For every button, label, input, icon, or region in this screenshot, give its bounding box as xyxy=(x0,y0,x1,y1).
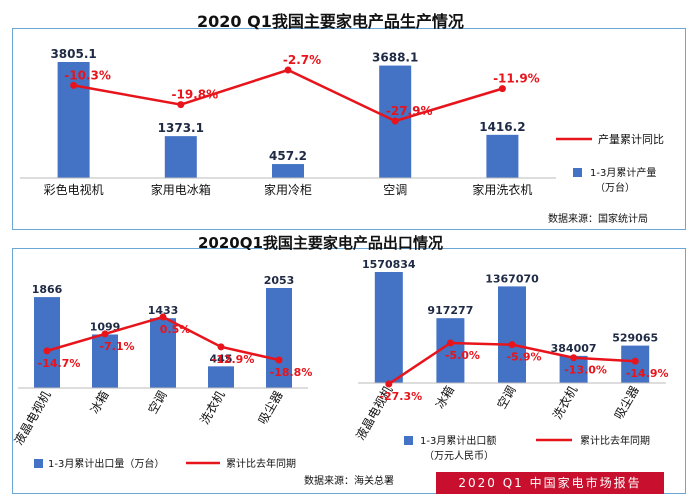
export-volume-bar-4 xyxy=(266,288,292,388)
production-pct-point-3 xyxy=(391,117,399,125)
production-pct-label-1: -19.8% xyxy=(171,88,218,102)
export-value-pct-point-1 xyxy=(446,339,454,347)
export-volume-bar-1 xyxy=(92,334,118,388)
export-volume-category-label-3: 洗衣机 xyxy=(197,388,228,427)
production-legend-bar-swatch xyxy=(573,168,582,177)
production-pct-label-0: -10.3% xyxy=(64,68,111,82)
export-volume-category-label-4: 吸尘器 xyxy=(255,389,285,427)
production-legend-line-label: 产量累计同比 xyxy=(598,132,664,146)
export-volume-bar-3 xyxy=(208,366,234,388)
export-value-category-label-2: 空调 xyxy=(494,384,518,412)
export-volume-bar-value-3: 445 xyxy=(210,352,233,365)
production-pct-point-1 xyxy=(177,101,185,109)
export-value-bar-value-3: 384007 xyxy=(551,342,597,355)
production-pct-point-2 xyxy=(284,66,292,74)
export-value-category-label-3: 洗衣机 xyxy=(549,383,580,422)
export-volume-pct-point-4 xyxy=(275,356,283,364)
export-volume-bar-value-2: 1433 xyxy=(148,304,179,317)
production-bar-value-4: 1416.2 xyxy=(479,120,525,134)
export-value-pct-point-2 xyxy=(508,341,516,349)
export-value-legend-bar-label-1: 1-3月累计出口额 xyxy=(420,434,496,447)
export-volume-category-label-0: 液晶电视机 xyxy=(11,388,54,447)
export-volume-bar-value-0: 1866 xyxy=(32,283,63,296)
production-legend-bar-label-2: （万台） xyxy=(595,181,635,194)
production-source-note: 数据来源：国家统计局 xyxy=(548,214,648,225)
production-bar-1 xyxy=(164,136,197,178)
production-category-label-1: 家用电冰箱 xyxy=(151,182,211,197)
production-category-label-4: 家用洗衣机 xyxy=(472,182,532,197)
export-value-legend-bar-label-2: （万元人民币） xyxy=(424,450,494,462)
export-volume-bar-0 xyxy=(34,297,60,388)
export-value-pct-label-3: -13.0% xyxy=(564,364,607,377)
export-value-bar-0 xyxy=(374,272,403,383)
export-value-legend-line-label: 累计比去年同期 xyxy=(580,434,650,447)
export-volume-pct-point-2 xyxy=(159,313,167,321)
export-volume-pct-label-1: -7.1% xyxy=(99,340,134,353)
export-value-legend-bar-swatch xyxy=(404,436,413,445)
export-value-bar-value-1: 917277 xyxy=(427,304,473,317)
production-pct-label-4: -11.9% xyxy=(493,72,540,86)
export-volume-bar-value-4: 2053 xyxy=(264,274,295,287)
production-category-label-3: 空调 xyxy=(383,183,407,197)
production-pct-label-3: -27.9% xyxy=(386,104,433,118)
export-volume-legend-bar-swatch xyxy=(34,459,43,468)
production-pct-line xyxy=(73,68,503,123)
production-legend-bar-label-1: 1-3月累计产量 xyxy=(590,166,656,179)
export-volume-pct-point-1 xyxy=(101,330,109,338)
production-chart-title: 2020 Q1我国主要家电产品生产情况 xyxy=(197,12,464,31)
production-pct-label-2: -2.7% xyxy=(283,53,321,67)
export-volume-category-label-1: 冰箱 xyxy=(87,388,112,416)
export-volume-bar-2 xyxy=(150,318,176,388)
export-value-bar-value-2: 1367070 xyxy=(485,272,539,285)
export-volume-pct-label-0: -14.7% xyxy=(38,357,81,370)
export-volume-legend-bar-label: 1-3月累计出口量（万台） xyxy=(48,457,164,470)
production-bar-4 xyxy=(486,134,519,178)
export-value-bar-2 xyxy=(498,286,526,383)
production-pct-point-0 xyxy=(70,81,78,89)
production-bar-0 xyxy=(57,62,90,178)
production-category-label-2: 家用冷柜 xyxy=(264,182,312,197)
export-volume-legend-line-label: 累计比去年同期 xyxy=(226,457,296,470)
export-value-pct-label-0: -27.3% xyxy=(379,390,422,403)
export-volume-pct-label-4: -18.8% xyxy=(270,366,313,379)
export-value-pct-point-0 xyxy=(385,380,393,388)
export-volume-pct-label-2: 0.5% xyxy=(160,323,191,336)
export-chart-title: 2020Q1我国主要家电产品出口情况 xyxy=(198,234,443,252)
production-bar-value-2: 457.2 xyxy=(269,149,307,163)
production-bar-value-3: 3688.1 xyxy=(372,51,418,65)
export-source-note: 数据来源：海关总署 xyxy=(304,476,394,487)
production-bar-value-0: 3805.1 xyxy=(50,47,96,61)
export-volume-pct-point-3 xyxy=(217,343,225,351)
export-chart-panel xyxy=(12,248,686,494)
production-pct-point-4 xyxy=(498,85,506,93)
export-value-bar-value-4: 529065 xyxy=(612,332,658,345)
export-value-pct-label-1: -5.0% xyxy=(445,349,480,362)
report-footer-banner: 2020 Q1 中国家电市场报告 xyxy=(436,472,664,494)
production-chart-panel xyxy=(12,28,686,230)
export-volume-pct-point-0 xyxy=(43,347,51,355)
export-volume-pct-label-3: -12.9% xyxy=(212,353,255,366)
export-volume-bar-value-1: 1099 xyxy=(90,320,121,333)
export-value-pct-label-2: -5.9% xyxy=(506,351,541,364)
export-value-pct-point-4 xyxy=(631,357,639,365)
export-value-bar-value-0: 1570834 xyxy=(362,258,416,271)
production-category-label-0: 彩色电视机 xyxy=(44,182,104,197)
export-value-category-label-1: 冰箱 xyxy=(432,383,457,411)
production-bar-2 xyxy=(272,164,304,178)
export-value-category-label-4: 吸尘器 xyxy=(612,384,642,422)
export-volume-category-label-2: 空调 xyxy=(145,389,169,417)
export-value-pct-label-4: -14.9% xyxy=(626,367,669,380)
production-bar-value-1: 1373.1 xyxy=(158,121,204,135)
export-value-pct-point-3 xyxy=(570,354,578,362)
